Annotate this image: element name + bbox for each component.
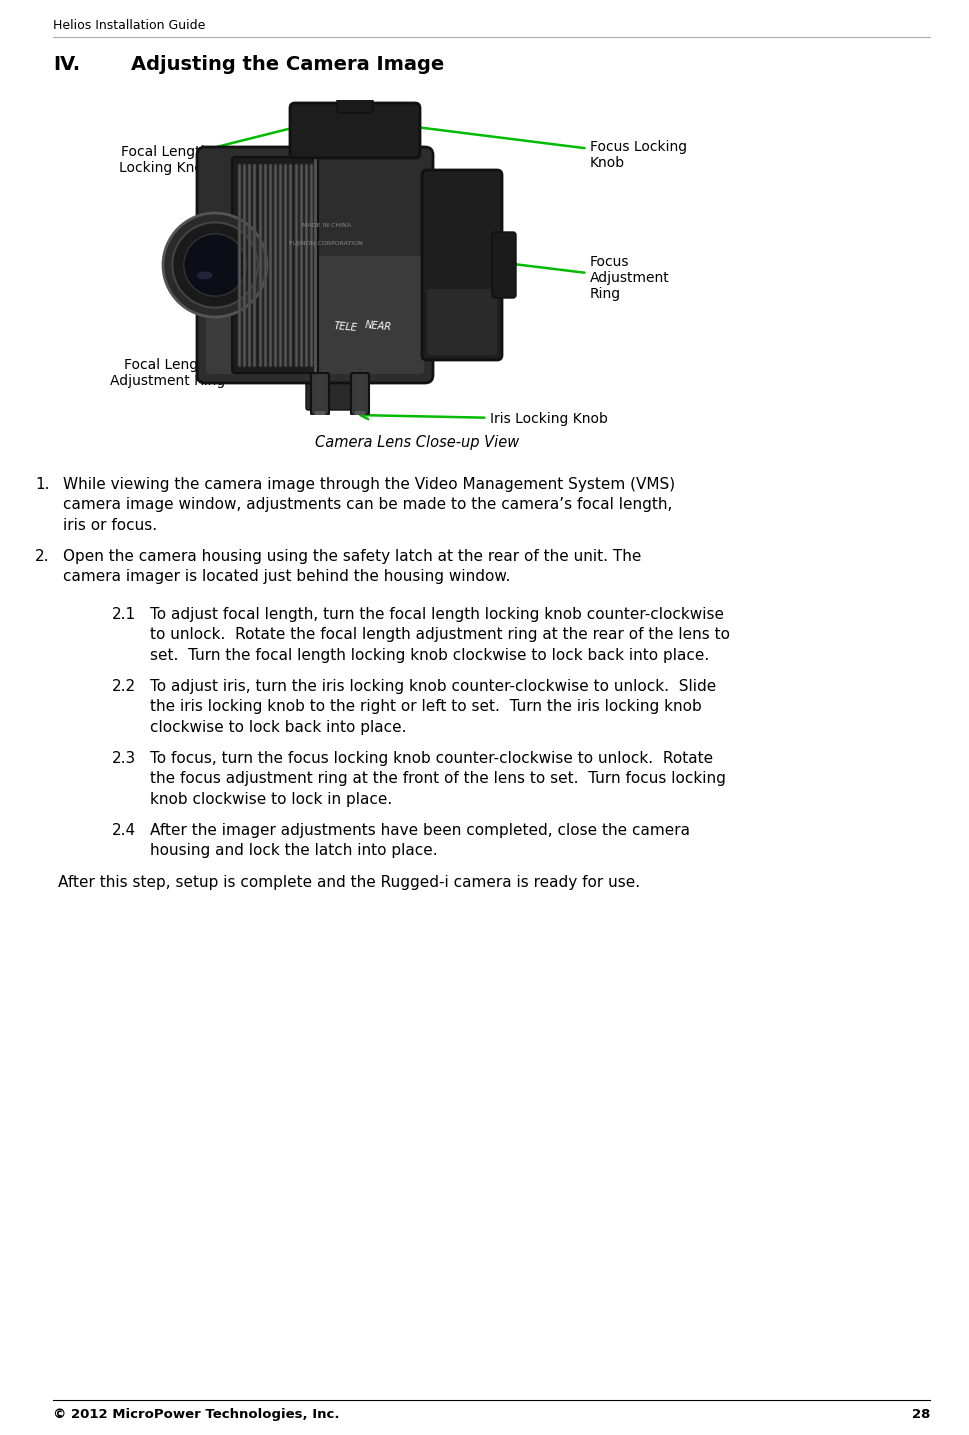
Text: Camera Lens Close-up View: Camera Lens Close-up View: [315, 435, 518, 451]
Circle shape: [163, 212, 267, 317]
Text: Open the camera housing using the safety latch at the rear of the unit. The
came: Open the camera housing using the safety…: [63, 550, 641, 584]
Circle shape: [172, 222, 258, 307]
Circle shape: [184, 234, 246, 296]
Text: TELE: TELE: [333, 320, 358, 333]
Text: After this step, setup is complete and the Rugged-i camera is ready for use.: After this step, setup is complete and t…: [58, 875, 641, 890]
Text: © 2012 MicroPower Technologies, Inc.: © 2012 MicroPower Technologies, Inc.: [53, 1408, 340, 1421]
Text: 1.: 1.: [35, 476, 49, 492]
FancyBboxPatch shape: [290, 103, 420, 158]
Text: Focal Length
Adjustment Ring: Focal Length Adjustment Ring: [110, 357, 314, 389]
Text: NEAR: NEAR: [365, 320, 392, 333]
Text: 28: 28: [912, 1408, 930, 1421]
Text: Focal Length
Locking Knob: Focal Length Locking Knob: [118, 121, 315, 175]
FancyBboxPatch shape: [314, 410, 326, 420]
Text: 2.2: 2.2: [111, 679, 136, 695]
FancyBboxPatch shape: [337, 89, 373, 113]
Text: 2.4: 2.4: [111, 824, 136, 838]
Text: Helios Installation Guide: Helios Installation Guide: [53, 19, 205, 32]
Text: Adjusting the Camera Image: Adjusting the Camera Image: [131, 55, 444, 73]
FancyBboxPatch shape: [306, 376, 369, 410]
Text: To adjust focal length, turn the focal length locking knob counter-clockwise
to : To adjust focal length, turn the focal l…: [150, 607, 731, 663]
Ellipse shape: [197, 271, 212, 280]
FancyBboxPatch shape: [427, 288, 497, 354]
FancyBboxPatch shape: [232, 156, 318, 373]
Text: To focus, turn the focus locking knob counter-clockwise to unlock.  Rotate
the f: To focus, turn the focus locking knob co…: [150, 751, 726, 806]
Text: Focus
Adjustment
Ring: Focus Adjustment Ring: [478, 255, 670, 301]
FancyBboxPatch shape: [422, 169, 502, 360]
FancyBboxPatch shape: [354, 410, 366, 420]
FancyBboxPatch shape: [197, 146, 433, 383]
Text: Iris Locking Knob: Iris Locking Knob: [360, 412, 608, 426]
Text: 2.: 2.: [35, 550, 49, 564]
FancyBboxPatch shape: [492, 232, 516, 298]
FancyBboxPatch shape: [351, 373, 369, 415]
Text: To adjust iris, turn the iris locking knob counter-clockwise to unlock.  Slide
t: To adjust iris, turn the iris locking kn…: [150, 679, 716, 735]
Text: IV.: IV.: [53, 55, 80, 73]
FancyBboxPatch shape: [206, 255, 424, 375]
FancyBboxPatch shape: [311, 373, 329, 415]
Text: 2.1: 2.1: [111, 607, 136, 621]
Text: FUJINON CORPORATION: FUJINON CORPORATION: [289, 241, 363, 245]
Text: While viewing the camera image through the Video Management System (VMS)
camera : While viewing the camera image through t…: [63, 476, 675, 532]
Text: MADE IN CHINA: MADE IN CHINA: [301, 222, 351, 228]
Text: After the imager adjustments have been completed, close the camera
housing and l: After the imager adjustments have been c…: [150, 824, 690, 858]
Text: 2.3: 2.3: [111, 751, 136, 766]
Text: Focus Locking
Knob: Focus Locking Knob: [373, 119, 687, 169]
